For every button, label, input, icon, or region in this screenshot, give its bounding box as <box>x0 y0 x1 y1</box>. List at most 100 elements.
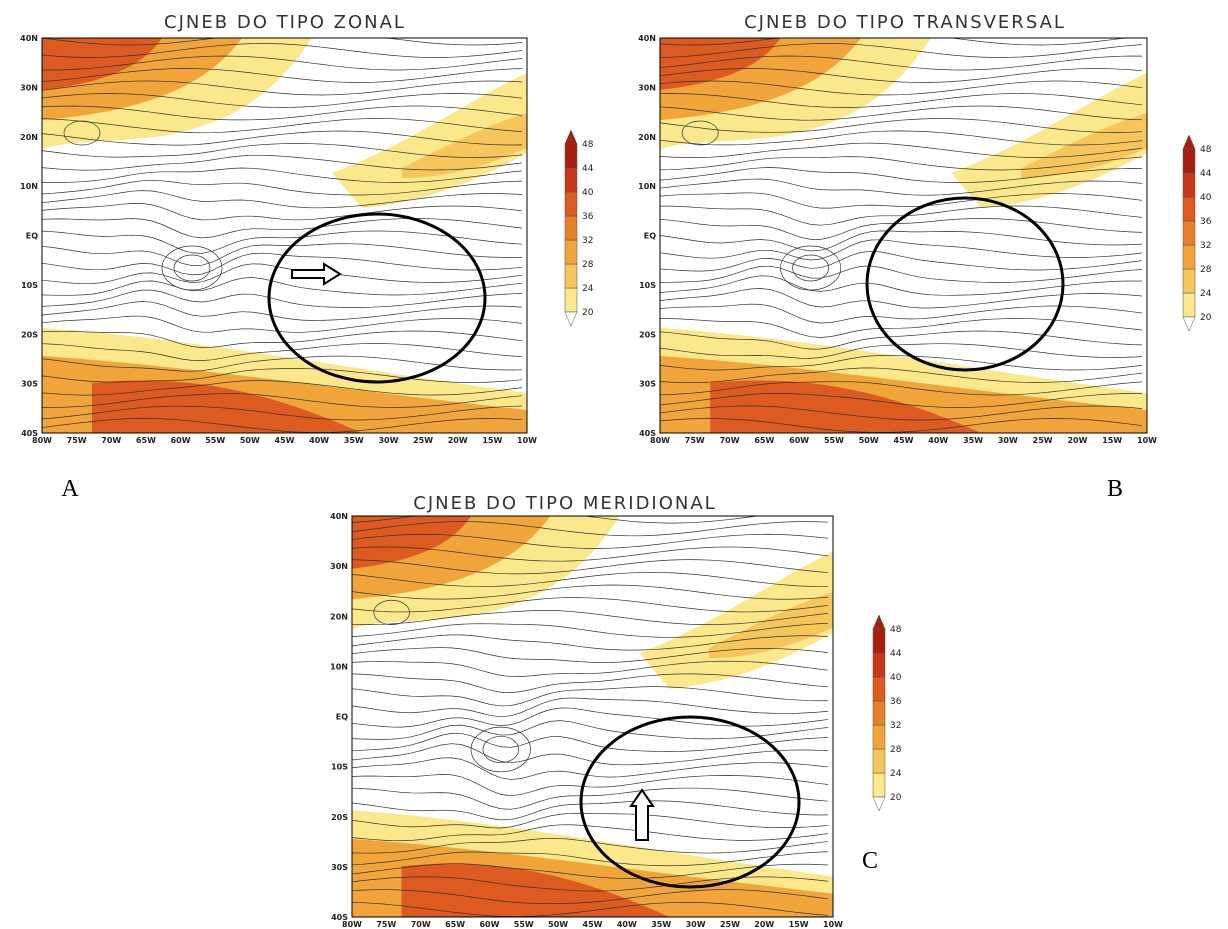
lon-label: 65W <box>754 436 774 445</box>
lon-label: 60W <box>789 436 809 445</box>
lon-label: 15W <box>1102 436 1122 445</box>
lat-label: EQ <box>26 232 38 241</box>
panel-letter: C <box>862 848 878 874</box>
streamline <box>42 393 523 408</box>
lon-label: 80W <box>650 436 670 445</box>
streamline <box>660 205 1143 226</box>
streamline <box>660 38 1129 46</box>
panel-title: CJNEB DO TIPO TRANSVERSAL <box>744 12 1066 33</box>
lat-label: 40N <box>330 512 348 521</box>
streamline <box>352 889 829 905</box>
map-content <box>352 516 833 918</box>
map-frame <box>659 37 1148 434</box>
streamline <box>660 192 1143 209</box>
lon-label: 70W <box>720 436 740 445</box>
streamline <box>660 167 1142 183</box>
streamline <box>352 863 829 879</box>
lat-label: 30N <box>638 83 656 92</box>
lon-label: 60W <box>171 436 191 445</box>
lon-label: 25W <box>413 436 433 445</box>
lon-label: 20W <box>448 436 468 445</box>
streamline <box>352 673 829 693</box>
streamline <box>352 720 829 740</box>
colorbar-segment <box>872 652 886 678</box>
colorbar-label: 48 <box>1200 145 1212 155</box>
streamline <box>352 774 829 797</box>
streamline <box>42 277 523 296</box>
lon-label: 45W <box>894 436 914 445</box>
lon-label: 50W <box>240 436 260 445</box>
streamline <box>352 533 829 549</box>
colorbar-segment <box>872 772 886 798</box>
streamline <box>42 143 523 158</box>
streamline <box>352 516 760 524</box>
lon-label: 60W <box>479 920 499 929</box>
lon-label: 65W <box>445 920 465 929</box>
colorbar-label: 24 <box>890 769 902 779</box>
colorbar-segment <box>564 263 578 289</box>
streamline <box>780 245 842 291</box>
lon-label: 40W <box>617 920 637 929</box>
streamline <box>352 901 829 917</box>
streamline <box>660 55 1142 71</box>
streamline <box>352 800 829 821</box>
streamline <box>352 571 829 587</box>
lat-label: 30S <box>639 380 656 389</box>
streamline <box>660 93 1143 108</box>
streamline <box>352 697 829 718</box>
colorbar-segment <box>564 239 578 265</box>
lon-label: 10W <box>517 436 537 445</box>
streamline <box>42 315 523 333</box>
streamline <box>42 330 523 348</box>
panel: CJNEB DO TIPO ZONAL A 40N 30N 20N 10N EQ 10S 20S… <box>20 12 594 502</box>
streamline <box>352 851 829 867</box>
highlight-circle <box>267 212 487 384</box>
lat-label: 40S <box>639 429 656 438</box>
lat-label: 30N <box>330 562 348 571</box>
map <box>41 37 528 434</box>
lon-label: 25W <box>1033 436 1053 445</box>
streamline <box>352 732 829 752</box>
streamline <box>173 254 211 282</box>
streamline <box>42 167 523 183</box>
streamline <box>660 343 1142 359</box>
colorbar-label: 32 <box>1200 241 1211 251</box>
streamline <box>42 218 523 239</box>
streamline <box>660 405 1143 421</box>
wind-shading <box>332 73 527 208</box>
lat-label: 20S <box>639 330 656 339</box>
colorbar-label: 28 <box>1200 265 1212 275</box>
streamline <box>352 584 829 600</box>
lat-label: 10N <box>330 662 348 671</box>
lon-label: 35W <box>344 436 364 445</box>
streamline <box>352 757 829 780</box>
panel-title: CJNEB DO TIPO ZONAL <box>164 12 406 33</box>
streamline <box>42 405 523 421</box>
panel-letter: B <box>1107 476 1123 502</box>
colorbar-segment <box>872 748 886 774</box>
lat-label: 10S <box>331 763 348 772</box>
wind-shading <box>401 863 670 917</box>
streamline <box>42 343 523 361</box>
colorbar-segment <box>1182 172 1196 198</box>
lon-label: 40W <box>309 436 329 445</box>
streamline <box>352 824 829 842</box>
streamline <box>352 876 829 892</box>
streamline <box>681 120 719 146</box>
lon-label: 80W <box>342 920 362 929</box>
streamline <box>42 105 523 121</box>
streamline <box>42 43 523 58</box>
streamline <box>352 686 829 707</box>
lon-label: 55W <box>514 920 534 929</box>
colorbar-label: 36 <box>1200 217 1212 227</box>
colorbar-segment <box>564 167 578 193</box>
streamline <box>660 303 1143 324</box>
colorbar: 20 24 28 32 36 40 44 48 <box>1182 134 1212 332</box>
lon-label: 50W <box>548 920 568 929</box>
colorbar-top <box>872 614 886 630</box>
lon-label: 20W <box>754 920 774 929</box>
wind-shading <box>951 73 1147 208</box>
lat-label: 10S <box>21 281 38 290</box>
colorbar-segment <box>1182 148 1196 174</box>
streamline <box>352 660 829 677</box>
